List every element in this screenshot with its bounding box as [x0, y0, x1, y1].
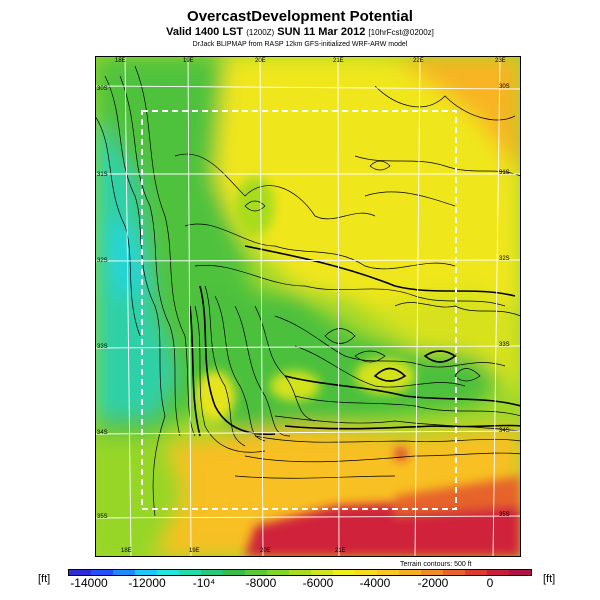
colorbar-tick: -14000 [70, 576, 108, 590]
colorbar-swatch [69, 570, 91, 575]
valid-time-utc: (1200Z) [246, 28, 275, 37]
field-yellow-patch2 [270, 371, 320, 401]
field-red-edge [395, 476, 521, 516]
colorbar-tick: 0 [486, 576, 494, 590]
major-contours [189, 245, 521, 437]
valid-date: SUN 11 Mar 2012 [277, 26, 366, 38]
colorbar-tick: -6000 [302, 576, 334, 590]
map-area[interactable]: 18E 19E 20E 21E 22E 23E 18E 19E 20E 21E … [95, 56, 521, 557]
valid-time: Valid 1400 LST [166, 26, 244, 38]
inner-domain-box [141, 110, 457, 510]
colorbar [68, 569, 532, 576]
colorbar-swatch [157, 570, 179, 575]
lon-label-top: 23E [495, 58, 506, 64]
lon-label-top: 19E [183, 58, 194, 64]
field-lime-sw [95, 436, 185, 557]
colorbar-swatch [333, 570, 355, 575]
lon-label-bottom: 19E [189, 548, 200, 554]
field-yellow-patch1 [195, 371, 235, 421]
terrain-note: Terrain contours: 500 ft [400, 561, 472, 568]
lat-label-right: 30S [499, 84, 510, 90]
map-subtitle: Valid 1400 LST (1200Z) SUN 11 Mar 2012 [… [0, 26, 600, 38]
colorbar-swatch [91, 570, 113, 575]
lat-label-left: 35S [97, 514, 108, 520]
field-yellow-patch3 [355, 358, 415, 394]
lat-label-left: 33S [97, 344, 108, 350]
colorbar-tick: -8000 [245, 576, 277, 590]
colorbar-tick: -2000 [417, 576, 449, 590]
lat-label-right: 35S [499, 512, 510, 518]
colorbar-swatch [509, 570, 531, 575]
colorbar-swatch [465, 570, 487, 575]
lon-label-top: 22E [413, 58, 424, 64]
colorbar-swatch [201, 570, 223, 575]
lon-label-top: 20E [255, 58, 266, 64]
field-lime-patch [235, 176, 275, 236]
lat-label-right: 34S [499, 428, 510, 434]
colorbar-swatch [267, 570, 289, 575]
map-border [95, 56, 521, 557]
colorbar-swatch [179, 570, 201, 575]
map-canvas [95, 56, 521, 557]
colorbar-swatch [311, 570, 333, 575]
colorbar-tick: -10⁴ [192, 576, 216, 590]
lat-label-right: 31S [499, 170, 510, 176]
field-cyan-patch [105, 216, 145, 296]
colorbar-swatch [421, 570, 443, 575]
lat-label-right: 33S [499, 342, 510, 348]
lon-label-top: 18E [115, 58, 126, 64]
map-title: OvercastDevelopment Potential [187, 8, 413, 25]
colorbar-swatch [223, 570, 245, 575]
field-yellow-e [355, 286, 521, 396]
lat-label-left: 30S [97, 86, 108, 92]
field-yellow-n [205, 56, 521, 316]
colorbar-swatch [443, 570, 465, 575]
field-red-spot [395, 448, 407, 460]
lon-label-bottom: 18E [121, 548, 132, 554]
colorbar-swatch [289, 570, 311, 575]
colorbar-tick: -12000 [128, 576, 166, 590]
lon-label-bottom: 21E [335, 548, 346, 554]
unit-left: [ft] [38, 573, 51, 585]
lat-label-left: 31S [97, 172, 108, 178]
lon-label-top: 21E [333, 58, 344, 64]
lon-label-bottom: 20E [260, 548, 271, 554]
colorbar-swatch [377, 570, 399, 575]
lat-label-left: 34S [97, 430, 108, 436]
lat-lon-grid [95, 56, 521, 557]
colorbar-swatch [487, 570, 509, 575]
colorbar-swatch [245, 570, 267, 575]
lat-label-left: 32S [97, 258, 108, 264]
colorbar-swatch [135, 570, 157, 575]
model-credit: DrJack BLIPMAP from RASP 12km GFS-initia… [192, 41, 408, 48]
colorbar-swatch [399, 570, 421, 575]
colorbar-tick: -4000 [359, 576, 391, 590]
lat-label-right: 32S [499, 256, 510, 262]
colorbar-swatch [113, 570, 135, 575]
unit-right: [ft] [543, 573, 556, 585]
forecast-info: [10hrFcst@0200z] [368, 28, 434, 37]
colorbar-swatch [355, 570, 377, 575]
